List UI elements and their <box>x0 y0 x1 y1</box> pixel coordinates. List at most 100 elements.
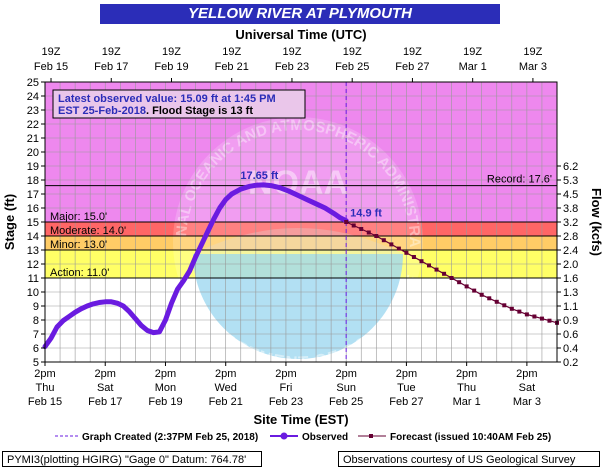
y-tick-label: 7 <box>33 329 39 341</box>
courtesy-footer: Observations courtesy of US Geological S… <box>338 451 600 467</box>
bottom-tick-date: Feb 27 <box>389 396 423 408</box>
forecast-point <box>547 318 552 323</box>
annotations: Latest observed value: 15.09 ft at 1:45 … <box>52 89 382 220</box>
y-tick-label: 9 <box>33 301 39 313</box>
y-tick-label: 14 <box>27 231 39 243</box>
bottom-axis-title: Site Time (EST) <box>253 412 348 427</box>
band-label-moderate: Moderate: 14.0' <box>50 225 126 237</box>
bottom-tick-day: Thu <box>36 382 55 394</box>
top-tick-hour: 19Z <box>343 46 362 58</box>
legend-forecast-marker <box>369 434 373 438</box>
top-tick-hour: 19Z <box>463 46 482 58</box>
bottom-tick-day: Sat <box>97 382 114 394</box>
top-tick-date: Mar 3 <box>519 61 547 73</box>
bottom-tick-time: 2pm <box>516 368 537 380</box>
bottom-tick-date: Feb 21 <box>209 396 243 408</box>
bottom-tick-time: 2pm <box>34 368 55 380</box>
forecast-point <box>472 288 477 293</box>
bottom-tick-time: 2pm <box>335 368 356 380</box>
y-tick-label: 21 <box>27 133 39 145</box>
forecast-point <box>411 255 416 259</box>
bottom-tick-time: 2pm <box>456 368 477 380</box>
forecast-point <box>344 220 349 224</box>
info-date: EST 25-Feb-2018 <box>58 105 146 117</box>
bottom-tick-day: Wed <box>214 382 236 394</box>
watermark-bird <box>193 228 403 254</box>
bottom-tick-time: 2pm <box>155 368 176 380</box>
y-axis-title-left: Stage (ft) <box>2 194 17 250</box>
flow-tick-label: 4.5 <box>563 189 578 201</box>
forecast-point <box>532 314 537 319</box>
y-tick-label: 22 <box>27 119 39 131</box>
bottom-tick-time: 2pm <box>95 368 116 380</box>
peak-label: 17.65 ft <box>240 170 278 182</box>
band-label-minor: Minor: 13.0' <box>50 239 107 251</box>
y-tick-label: 23 <box>27 105 39 117</box>
y-tick-label: 8 <box>33 315 39 327</box>
bottom-tick-date: Mar 1 <box>453 396 481 408</box>
forecast-point <box>366 230 371 235</box>
legend: Graph Created (2:37PM Feb 25, 2018) Obser… <box>55 432 551 443</box>
forecast-point <box>427 263 431 268</box>
top-tick-hour: 19Z <box>42 46 61 58</box>
y-tick-label: 13 <box>27 245 39 257</box>
bottom-tick-day: Sun <box>336 382 356 394</box>
top-axis-title: Universal Time (UTC) <box>235 27 366 42</box>
record-label: Record: 17.6' <box>487 174 552 186</box>
forecast-point <box>487 296 492 301</box>
flow-tick-label: 1.3 <box>563 287 578 299</box>
y-tick-label: 18 <box>27 175 39 187</box>
y-tick-label: 6 <box>33 343 39 355</box>
y-tick-label: 15 <box>27 217 39 229</box>
bottom-tick-date: Feb 23 <box>269 396 303 408</box>
bottom-tick-day: Sat <box>519 382 536 394</box>
bottom-tick-date: Feb 19 <box>148 396 182 408</box>
top-tick-date: Feb 17 <box>94 61 128 73</box>
axes: 5 6 7 8 9 10 11 12 13 14 15 16 17 18 19 20 21 22 23 24 25 0.2… <box>2 27 602 427</box>
y-tick-label: 17 <box>27 189 39 201</box>
top-tick-hour: 19Z <box>102 46 121 58</box>
forecast-point <box>434 267 439 272</box>
flow-tick-label: 1.6 <box>563 273 578 285</box>
forecast-point <box>396 246 401 251</box>
y-tick-label: 11 <box>28 273 39 285</box>
top-tick-hour: 19Z <box>403 46 422 58</box>
forecast-point <box>442 271 447 276</box>
flood-band-labels: Action: 11.0' Minor: 13.0' Moderate: 14.0'… <box>50 174 552 279</box>
flow-tick-label: 2.0 <box>563 259 578 271</box>
flow-tick-label: 0.6 <box>563 329 578 341</box>
forecast-point <box>457 280 462 285</box>
top-tick-hour: 19Z <box>523 46 542 58</box>
forecast-point <box>389 242 394 247</box>
info-flood-stage: . Flood Stage is 13 ft <box>146 105 253 117</box>
forecast-point <box>494 299 499 304</box>
info-box <box>52 89 306 119</box>
forecast-point <box>359 227 364 231</box>
top-tick-date: Feb 21 <box>215 61 249 73</box>
flow-tick-label: 6.2 <box>563 161 578 173</box>
y-axis-title-right: Flow (kcfs) <box>589 188 602 256</box>
bottom-tick-date: Feb 25 <box>329 396 363 408</box>
forecast-point <box>374 234 379 238</box>
top-tick-date: Feb 15 <box>34 61 68 73</box>
latest-label: 14.9 ft <box>350 208 382 220</box>
top-tick-date: Feb 23 <box>275 61 309 73</box>
flow-tick-label: 0.9 <box>563 315 578 327</box>
forecast-point <box>517 309 522 314</box>
info-line-2: EST 25-Feb-2018. Flood Stage is 13 ft <box>58 105 253 117</box>
data-series <box>42 182 559 350</box>
forecast-point <box>449 276 454 280</box>
flow-tick-label: 0.2 <box>563 357 578 369</box>
top-tick-date: Feb 19 <box>154 61 188 73</box>
flow-tick-label: 1.1 <box>563 301 578 313</box>
bottom-tick-date: Feb 15 <box>28 396 62 408</box>
top-tick-date: Feb 27 <box>395 61 429 73</box>
band-label-major: Major: 15.0' <box>50 211 107 223</box>
forecast-point <box>351 223 356 228</box>
top-tick-hour: 19Z <box>282 46 301 58</box>
bottom-tick-day: Fri <box>280 382 293 394</box>
bottom-tick-time: 2pm <box>396 368 417 380</box>
flow-tick-label: 2.8 <box>563 231 578 243</box>
forecast-point <box>464 284 469 289</box>
